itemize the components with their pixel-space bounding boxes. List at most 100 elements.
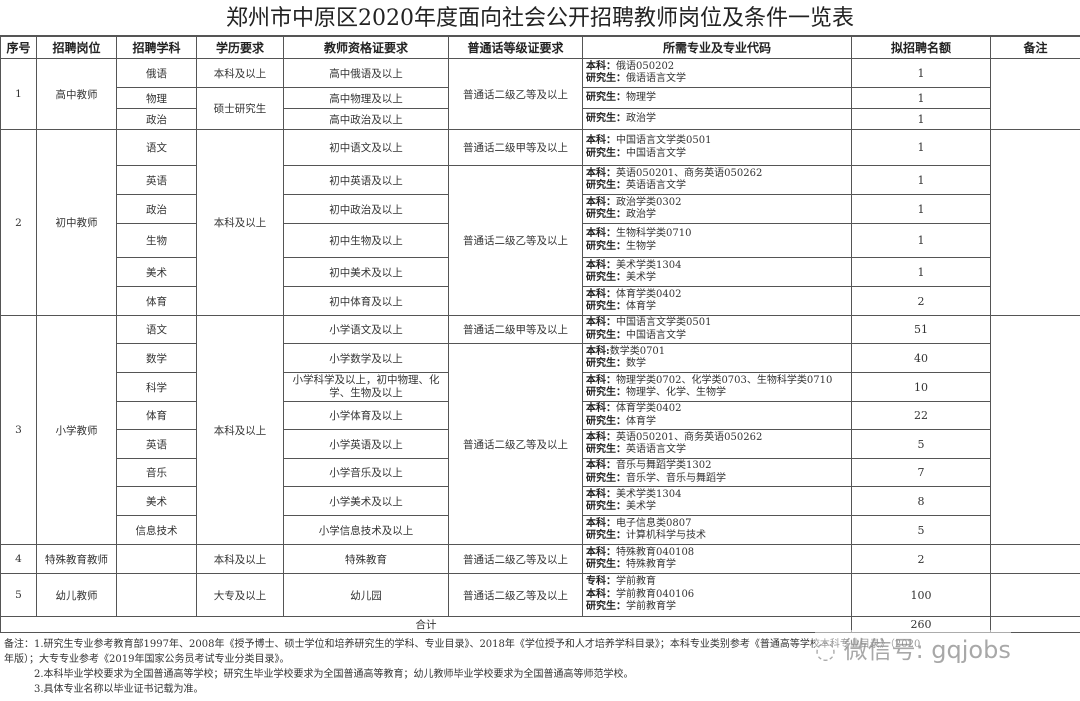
major-line: 本科：美术学类1304 xyxy=(586,489,848,502)
major-level: 本科： xyxy=(586,547,616,558)
total-label: 合计 xyxy=(1,617,852,633)
column-header: 招聘岗位 xyxy=(37,37,117,59)
count: 1 xyxy=(852,59,991,88)
major-line: 研究生：数学 xyxy=(586,358,848,371)
count: 8 xyxy=(852,487,991,516)
major-name: 电子信息类0807 xyxy=(616,518,691,529)
count: 100 xyxy=(852,574,991,617)
subject: 语文 xyxy=(117,316,197,344)
count: 7 xyxy=(852,459,991,487)
major-level: 本科： xyxy=(586,489,616,500)
certificate: 高中俄语及以上 xyxy=(284,59,449,88)
count: 1 xyxy=(852,166,991,195)
major-name: 英语050201、商务英语050262 xyxy=(616,168,762,179)
subject: 数学 xyxy=(117,344,197,373)
row-number: 4 xyxy=(1,545,37,574)
major-name: 英语语言文学 xyxy=(626,180,686,191)
major-name: 美术学 xyxy=(626,501,656,512)
major-level: 研究生： xyxy=(586,209,626,220)
count: 51 xyxy=(852,316,991,344)
table-row: 英语初中英语及以上普通话二级乙等及以上本科：英语050201、商务英语05026… xyxy=(1,166,1080,195)
major-line: 本科：物理学类0702、化学类0703、生物科学类0710 xyxy=(586,375,848,388)
count: 1 xyxy=(852,258,991,287)
major-level: 研究生： xyxy=(586,180,626,191)
remark xyxy=(991,130,1080,316)
major-level: 本科： xyxy=(586,589,616,600)
major-name: 政治学类0302 xyxy=(616,197,681,208)
subject xyxy=(117,545,197,574)
major-cell: 研究生：政治学 xyxy=(583,109,852,130)
subject: 生物 xyxy=(117,224,197,258)
certificate: 小学英语及以上 xyxy=(284,430,449,459)
major-level: 研究生： xyxy=(586,444,626,455)
major-level: 本科： xyxy=(586,135,616,146)
certificate: 初中政治及以上 xyxy=(284,195,449,224)
certificate: 小学音乐及以上 xyxy=(284,459,449,487)
certificate: 小学科学及以上，初中物理、化学、生物及以上 xyxy=(284,373,449,402)
major-name: 俄语050202 xyxy=(616,61,674,72)
major-line: 研究生：体育学 xyxy=(586,416,848,429)
certificate: 小学信息技术及以上 xyxy=(284,516,449,545)
column-header: 所需专业及专业代码 xyxy=(583,37,852,59)
major-line: 本科：英语050201、商务英语050262 xyxy=(586,432,848,445)
certificate: 初中体育及以上 xyxy=(284,287,449,316)
column-header: 教师资格证要求 xyxy=(284,37,449,59)
education: 本科及以上 xyxy=(197,545,284,574)
position: 小学教师 xyxy=(37,316,117,545)
major-name: 中国语言文学 xyxy=(626,330,686,341)
major-name: 美术学类1304 xyxy=(616,260,681,271)
major-name: 音乐与舞蹈学类1302 xyxy=(616,460,711,471)
major-line: 研究生：英语语言文学 xyxy=(586,180,848,193)
column-header: 学历要求 xyxy=(197,37,284,59)
major-line: 研究生：物理学 xyxy=(586,92,848,105)
subject xyxy=(117,574,197,617)
major-line: 本科：音乐与舞蹈学类1302 xyxy=(586,460,848,473)
certificate: 初中美术及以上 xyxy=(284,258,449,287)
major-name: 物理学类0702、化学类0703、生物科学类0710 xyxy=(616,375,832,386)
major-name: 特殊教育040108 xyxy=(616,547,694,558)
certificate: 初中英语及以上 xyxy=(284,166,449,195)
major-name: 中国语言文学 xyxy=(626,148,686,159)
count: 1 xyxy=(852,109,991,130)
major-line: 专科：学前教育 xyxy=(586,576,848,589)
subject: 信息技术 xyxy=(117,516,197,545)
count: 40 xyxy=(852,344,991,373)
mandarin: 普通话二级乙等及以上 xyxy=(449,59,583,130)
count: 2 xyxy=(852,287,991,316)
certificate: 初中生物及以上 xyxy=(284,224,449,258)
subject: 科学 xyxy=(117,373,197,402)
education: 大专及以上 xyxy=(197,574,284,617)
major-name: 数学类0701 xyxy=(610,346,665,357)
count: 1 xyxy=(852,88,991,109)
subject: 英语 xyxy=(117,430,197,459)
major-level: 研究生： xyxy=(586,73,626,84)
major-line: 研究生：美术学 xyxy=(586,501,848,514)
subject: 俄语 xyxy=(117,59,197,88)
major-level: 研究生： xyxy=(586,113,626,124)
major-name: 物理学 xyxy=(626,92,656,103)
remark xyxy=(991,316,1080,545)
major-level: 本科： xyxy=(586,168,616,179)
count: 5 xyxy=(852,430,991,459)
major-line: 研究生：俄语语言文学 xyxy=(586,73,848,86)
major-level: 研究生： xyxy=(586,601,626,612)
major-name: 中国语言文学类0501 xyxy=(616,135,711,146)
major-name: 数学 xyxy=(626,358,646,369)
major-line: 研究生：体育学 xyxy=(586,301,848,314)
column-header: 普通话等级证要求 xyxy=(449,37,583,59)
major-name: 学前教育040106 xyxy=(616,589,694,600)
column-header: 拟招聘名额 xyxy=(852,37,991,59)
major-line: 研究生：英语语言文学 xyxy=(586,444,848,457)
major-line: 本科：体育学类0402 xyxy=(586,403,848,416)
mandarin: 普通话二级甲等及以上 xyxy=(449,316,583,344)
major-level: 研究生： xyxy=(586,501,626,512)
certificate: 小学美术及以上 xyxy=(284,487,449,516)
